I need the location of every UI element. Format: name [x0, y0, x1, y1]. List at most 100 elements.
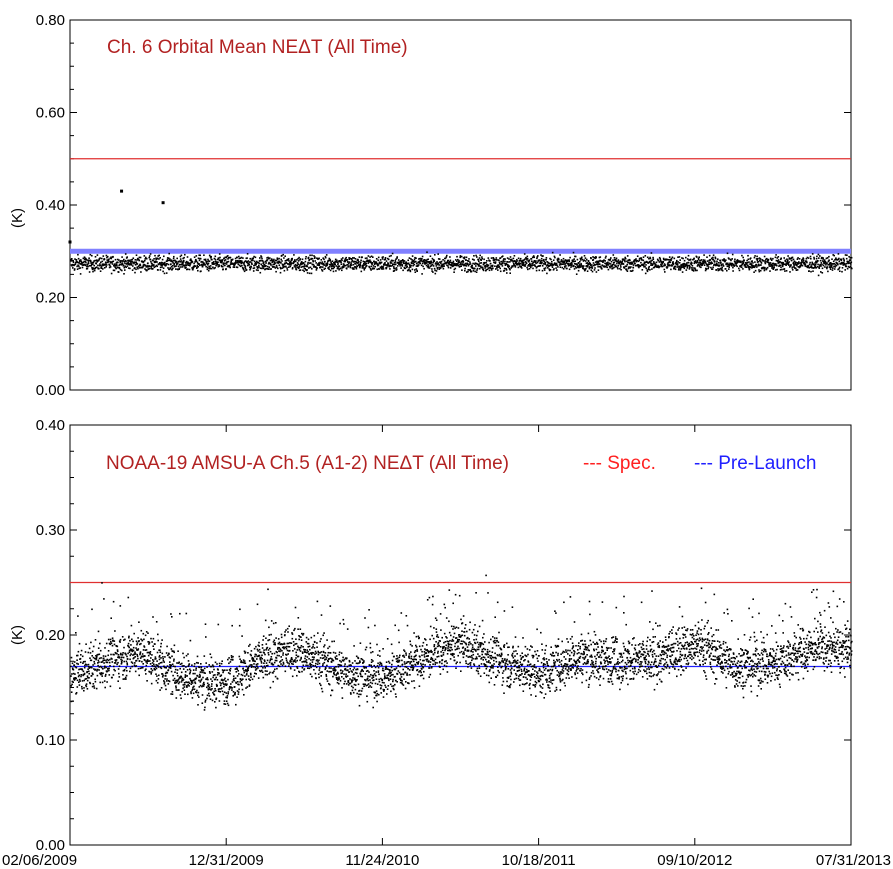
data-point	[676, 264, 679, 266]
data-point	[306, 642, 309, 645]
data-point	[257, 261, 260, 264]
data-point	[674, 265, 677, 268]
data-point	[544, 267, 547, 269]
data-point	[563, 260, 566, 262]
data-point	[788, 264, 790, 266]
data-point	[351, 680, 353, 683]
data-point	[248, 263, 251, 266]
data-point	[198, 679, 200, 682]
data-point	[634, 264, 637, 267]
data-point	[792, 266, 794, 268]
data-point	[146, 680, 148, 682]
data-point	[358, 256, 361, 258]
data-point	[820, 257, 823, 260]
data-point	[288, 625, 290, 627]
data-point	[216, 261, 218, 263]
data-point	[779, 269, 782, 271]
data-point	[190, 259, 193, 262]
data-point	[217, 672, 219, 674]
data-point	[385, 667, 388, 669]
data-point	[146, 269, 148, 272]
data-point	[378, 680, 381, 683]
data-point	[198, 259, 201, 262]
data-point	[686, 267, 689, 269]
data-point	[192, 267, 194, 269]
data-point	[763, 268, 765, 270]
top-chart-title: Ch. 6 Orbital Mean NEΔT (All Time)	[107, 37, 408, 58]
bottom-chart-x-ticks: 02/06/2009 12/31/2009 11/24/2010 10/18/2011…	[2, 425, 891, 869]
data-point	[326, 670, 329, 672]
data-point	[325, 667, 327, 669]
data-point	[76, 686, 79, 688]
data-point	[449, 263, 451, 266]
data-point	[577, 269, 580, 272]
data-point	[359, 672, 361, 675]
data-point	[189, 677, 191, 680]
data-point	[70, 685, 72, 687]
data-point	[806, 266, 809, 269]
data-point	[279, 648, 282, 651]
data-point	[447, 266, 450, 269]
data-point	[707, 263, 710, 265]
data-point	[269, 257, 271, 259]
data-point	[712, 256, 714, 259]
data-point	[76, 659, 78, 661]
data-point	[310, 663, 313, 666]
data-point	[759, 264, 761, 266]
data-point	[99, 665, 102, 668]
data-point	[210, 678, 212, 680]
data-point	[411, 268, 414, 271]
data-point	[286, 645, 288, 648]
data-point	[136, 266, 138, 269]
data-point	[832, 267, 834, 269]
data-point	[143, 264, 146, 266]
bottom-chart-frame	[69, 424, 852, 846]
data-point	[739, 261, 742, 264]
data-point	[332, 659, 335, 662]
data-point	[729, 258, 732, 261]
data-point	[133, 262, 135, 265]
data-point	[609, 258, 612, 261]
data-point	[274, 262, 276, 264]
data-point	[193, 688, 196, 691]
data-point	[510, 267, 512, 269]
data-point	[90, 265, 93, 267]
data-point	[443, 265, 445, 267]
data-point	[355, 263, 357, 265]
data-point	[764, 262, 767, 265]
data-point	[811, 262, 814, 265]
data-point	[356, 672, 358, 675]
data-point	[368, 664, 371, 666]
data-point	[176, 257, 178, 260]
data-point	[408, 257, 411, 259]
data-point	[815, 257, 818, 260]
data-point	[373, 260, 375, 263]
data-point	[185, 266, 187, 269]
data-point	[207, 260, 210, 262]
data-point	[167, 669, 170, 671]
data-point	[157, 255, 159, 257]
data-point	[363, 264, 366, 266]
data-point	[243, 660, 246, 662]
data-point	[252, 270, 255, 272]
data-point	[330, 694, 332, 697]
data-point	[679, 269, 682, 271]
data-point	[328, 645, 331, 648]
data-point	[185, 262, 187, 264]
data-point	[499, 267, 501, 270]
data-point	[728, 266, 730, 268]
data-point	[135, 268, 137, 271]
y-tick-label: 0.00	[36, 382, 65, 399]
data-point	[116, 663, 118, 666]
data-point	[741, 262, 744, 264]
data-point	[663, 258, 665, 261]
data-point	[146, 659, 149, 661]
data-point	[627, 261, 630, 264]
data-point	[155, 657, 157, 660]
data-point	[89, 666, 91, 669]
data-point	[116, 645, 119, 648]
data-point	[637, 264, 639, 266]
data-point	[229, 670, 231, 672]
data-point	[369, 261, 372, 264]
data-point	[786, 258, 788, 260]
